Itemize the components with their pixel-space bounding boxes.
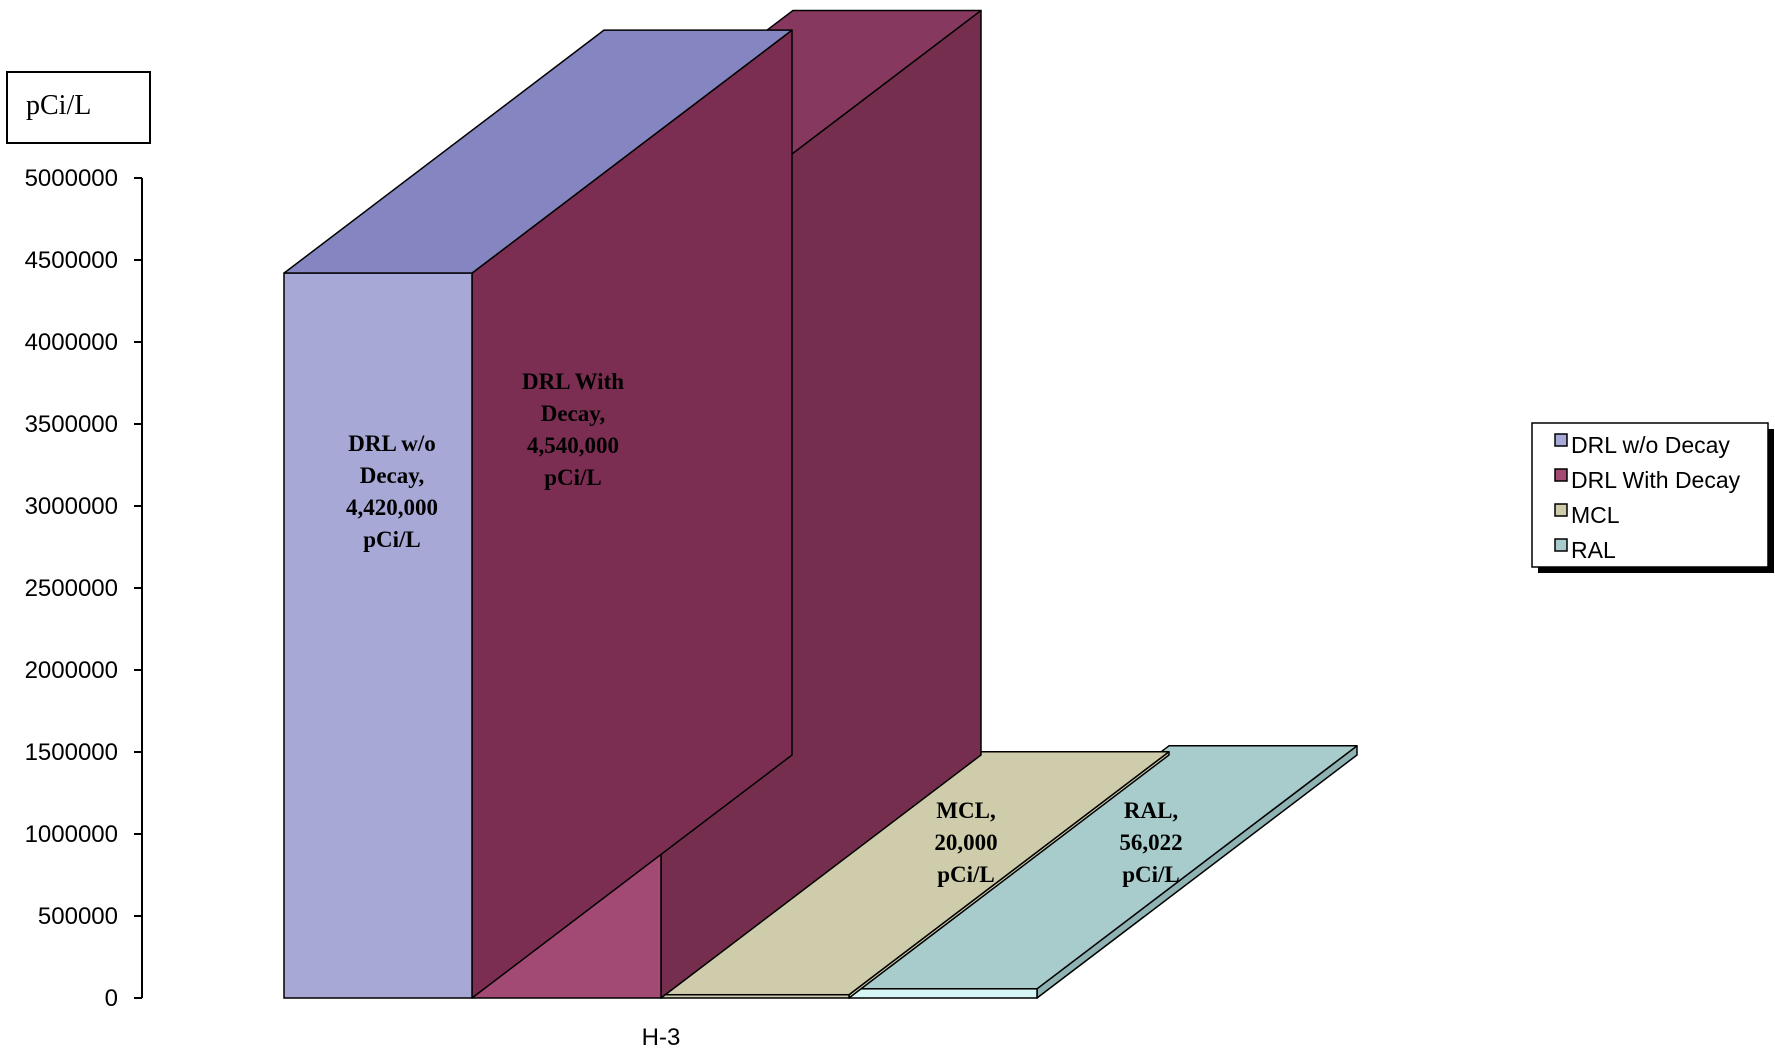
legend: DRL w/o Decay DRL With Decay MCL RAL xyxy=(1531,422,1774,573)
y-tick-label: 3000000 xyxy=(25,493,118,520)
data-label-line: 20,000 xyxy=(934,830,997,855)
legend-swatch xyxy=(1554,468,1568,482)
y-tick-label: 1000000 xyxy=(25,821,118,848)
legend-swatch xyxy=(1554,538,1568,552)
data-label-line: pCi/L xyxy=(363,527,421,552)
data-label-line: DRL w/o xyxy=(348,431,436,456)
unit-label: pCi/L xyxy=(26,90,91,121)
y-tick-label: 4000000 xyxy=(25,329,118,356)
data-label-line: 56,022 xyxy=(1119,830,1182,855)
data-label-line: pCi/L xyxy=(1122,862,1180,887)
y-tick-label: 500000 xyxy=(38,903,118,930)
data-label-line: Decay, xyxy=(541,401,606,426)
legend-label: RAL xyxy=(1571,537,1616,563)
data-label: DRL With Decay, 4,540,000 pCi/L xyxy=(522,369,624,490)
bar-drl-wo-decay xyxy=(283,29,793,999)
data-label-line: 4,420,000 xyxy=(346,495,438,520)
y-tick-label: 2000000 xyxy=(25,657,118,684)
legend-box xyxy=(1531,422,1769,568)
bar-ral-front xyxy=(848,988,1038,999)
legend-label: MCL xyxy=(1571,502,1620,528)
data-label-line: RAL, xyxy=(1124,798,1178,823)
bars xyxy=(283,9,1358,999)
data-label: DRL w/o Decay, 4,420,000 pCi/L xyxy=(346,431,438,552)
y-tick-label: 0 xyxy=(105,985,118,1012)
data-label-line: 4,540,000 xyxy=(527,433,619,458)
x-category-label: H-3 xyxy=(642,1024,681,1051)
legend-swatch xyxy=(1554,433,1568,447)
bar-ral xyxy=(848,745,1358,999)
unit-box xyxy=(6,71,151,144)
y-tick-label: 4500000 xyxy=(25,247,118,274)
legend-label: DRL With Decay xyxy=(1571,467,1741,493)
data-label-line: pCi/L xyxy=(937,862,995,887)
data-label-line: MCL, xyxy=(936,798,995,823)
bar-drl-wo-decay-front xyxy=(283,272,473,999)
data-label-line: DRL With xyxy=(522,369,624,394)
bar-mcl-front xyxy=(660,993,850,999)
data-label: MCL, 20,000 pCi/L xyxy=(934,798,997,887)
y-tick-label: 5000000 xyxy=(25,165,118,192)
bar-labels: DRL w/o Decay, 4,420,000 pCi/L DRL With Decay… xyxy=(346,369,1183,887)
legend-swatch xyxy=(1554,503,1568,517)
data-label-line: pCi/L xyxy=(544,465,602,490)
legend-label: DRL w/o Decay xyxy=(1571,432,1730,458)
y-tick-label: 3500000 xyxy=(25,411,118,438)
data-label: RAL, 56,022 pCi/L xyxy=(1119,798,1182,887)
y-axis: 0 500000 1000000 1500000 2000000 2500000 30000… xyxy=(25,165,143,1012)
y-tick-label: 2500000 xyxy=(25,575,118,602)
y-tick-label: 1500000 xyxy=(25,739,118,766)
data-label-line: Decay, xyxy=(360,463,425,488)
